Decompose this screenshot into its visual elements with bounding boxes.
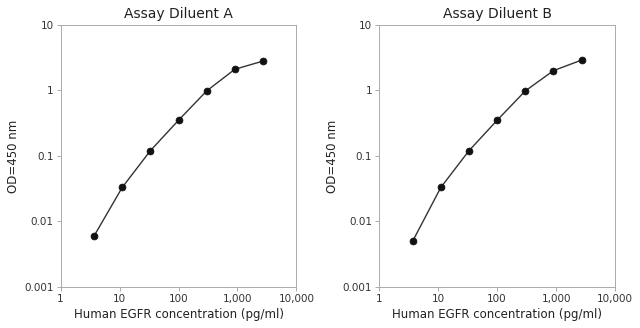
Y-axis label: OD=450 nm: OD=450 nm <box>326 119 339 193</box>
X-axis label: Human EGFR concentration (pg/ml): Human EGFR concentration (pg/ml) <box>392 308 602 321</box>
Title: Assay Diluent B: Assay Diluent B <box>443 7 552 21</box>
Y-axis label: OD=450 nm: OD=450 nm <box>7 119 20 193</box>
X-axis label: Human EGFR concentration (pg/ml): Human EGFR concentration (pg/ml) <box>74 308 284 321</box>
Title: Assay Diluent A: Assay Diluent A <box>124 7 233 21</box>
